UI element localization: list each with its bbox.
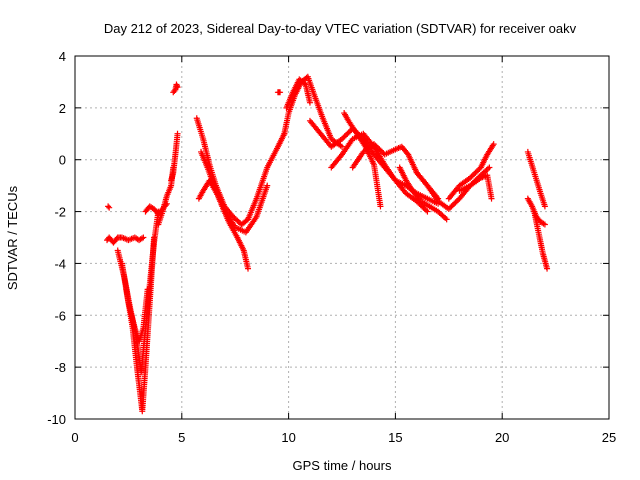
y-tick-label: 0 — [59, 153, 66, 168]
x-tick-label: 20 — [495, 430, 509, 445]
x-tick-label: 15 — [388, 430, 402, 445]
data-point — [377, 203, 384, 210]
data-point — [105, 203, 112, 210]
grid-lines — [75, 56, 609, 419]
data-point — [174, 84, 181, 91]
data-point — [486, 164, 493, 171]
data-point — [140, 234, 147, 241]
data-point — [171, 88, 178, 95]
data-point — [424, 208, 431, 215]
x-tick-label: 10 — [281, 430, 295, 445]
y-tick-label: 4 — [59, 49, 66, 64]
x-tick-labels: 0 5 10 15 20 25 — [71, 430, 616, 445]
data-point — [306, 99, 313, 106]
y-tick-labels: -10 -8 -6 -4 -2 0 2 4 — [47, 49, 66, 427]
data-point — [144, 286, 151, 293]
axis-ticks — [74, 55, 610, 420]
plot-frame — [74, 55, 610, 420]
data-point — [541, 221, 548, 228]
x-tick-label: 5 — [178, 430, 185, 445]
data-point — [541, 203, 548, 210]
data-point — [277, 89, 284, 96]
y-tick-label: 2 — [59, 101, 66, 116]
chart-title: Day 212 of 2023, Sidereal Day-to-day VTE… — [104, 21, 577, 36]
y-axis-label: SDTVAR / TECUs — [5, 185, 20, 290]
data-point — [339, 143, 345, 150]
data-point — [151, 234, 158, 241]
data-point — [544, 265, 551, 272]
data-point — [174, 130, 181, 137]
x-tick-label: 0 — [71, 430, 78, 445]
y-tick-label: -8 — [54, 360, 66, 375]
x-tick-label: 25 — [602, 430, 616, 445]
y-tick-label: -4 — [54, 256, 66, 271]
data-points — [104, 73, 551, 415]
y-tick-label: -10 — [47, 412, 66, 427]
x-axis-label: GPS time / hours — [293, 458, 392, 473]
y-tick-label: -6 — [54, 308, 66, 323]
y-tick-label: -2 — [54, 205, 66, 220]
data-point — [106, 204, 113, 211]
data-point — [264, 182, 271, 189]
data-point — [443, 216, 450, 223]
data-point — [423, 207, 430, 214]
data-point — [245, 265, 252, 272]
data-point — [490, 141, 497, 148]
data-point — [488, 195, 495, 202]
